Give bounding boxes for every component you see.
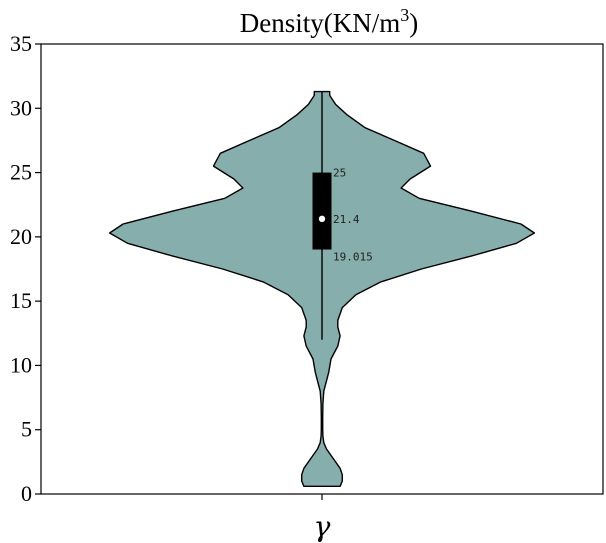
annotation-label: 19.015 xyxy=(333,251,373,264)
y-tick-label: 30 xyxy=(10,95,32,120)
annotation-label: 25 xyxy=(333,167,346,180)
y-tick-label: 0 xyxy=(21,481,32,506)
y-tick-label: 35 xyxy=(10,31,32,56)
y-tick-label: 25 xyxy=(10,160,32,185)
y-tick-label: 20 xyxy=(10,224,32,249)
y-tick-label: 15 xyxy=(10,288,32,313)
iqr-box xyxy=(312,172,332,250)
chart-title: Density(KN/m3) xyxy=(240,5,418,38)
y-tick-label: 10 xyxy=(10,352,32,377)
annotation-label: 21.4 xyxy=(333,213,360,226)
plot-area: 25 21.4 19.015 0 5 10 15 20 25 30 35 xyxy=(10,31,604,506)
x-axis-label: γ xyxy=(314,510,331,543)
median-marker xyxy=(318,215,326,223)
y-tick-label: 5 xyxy=(21,417,32,442)
